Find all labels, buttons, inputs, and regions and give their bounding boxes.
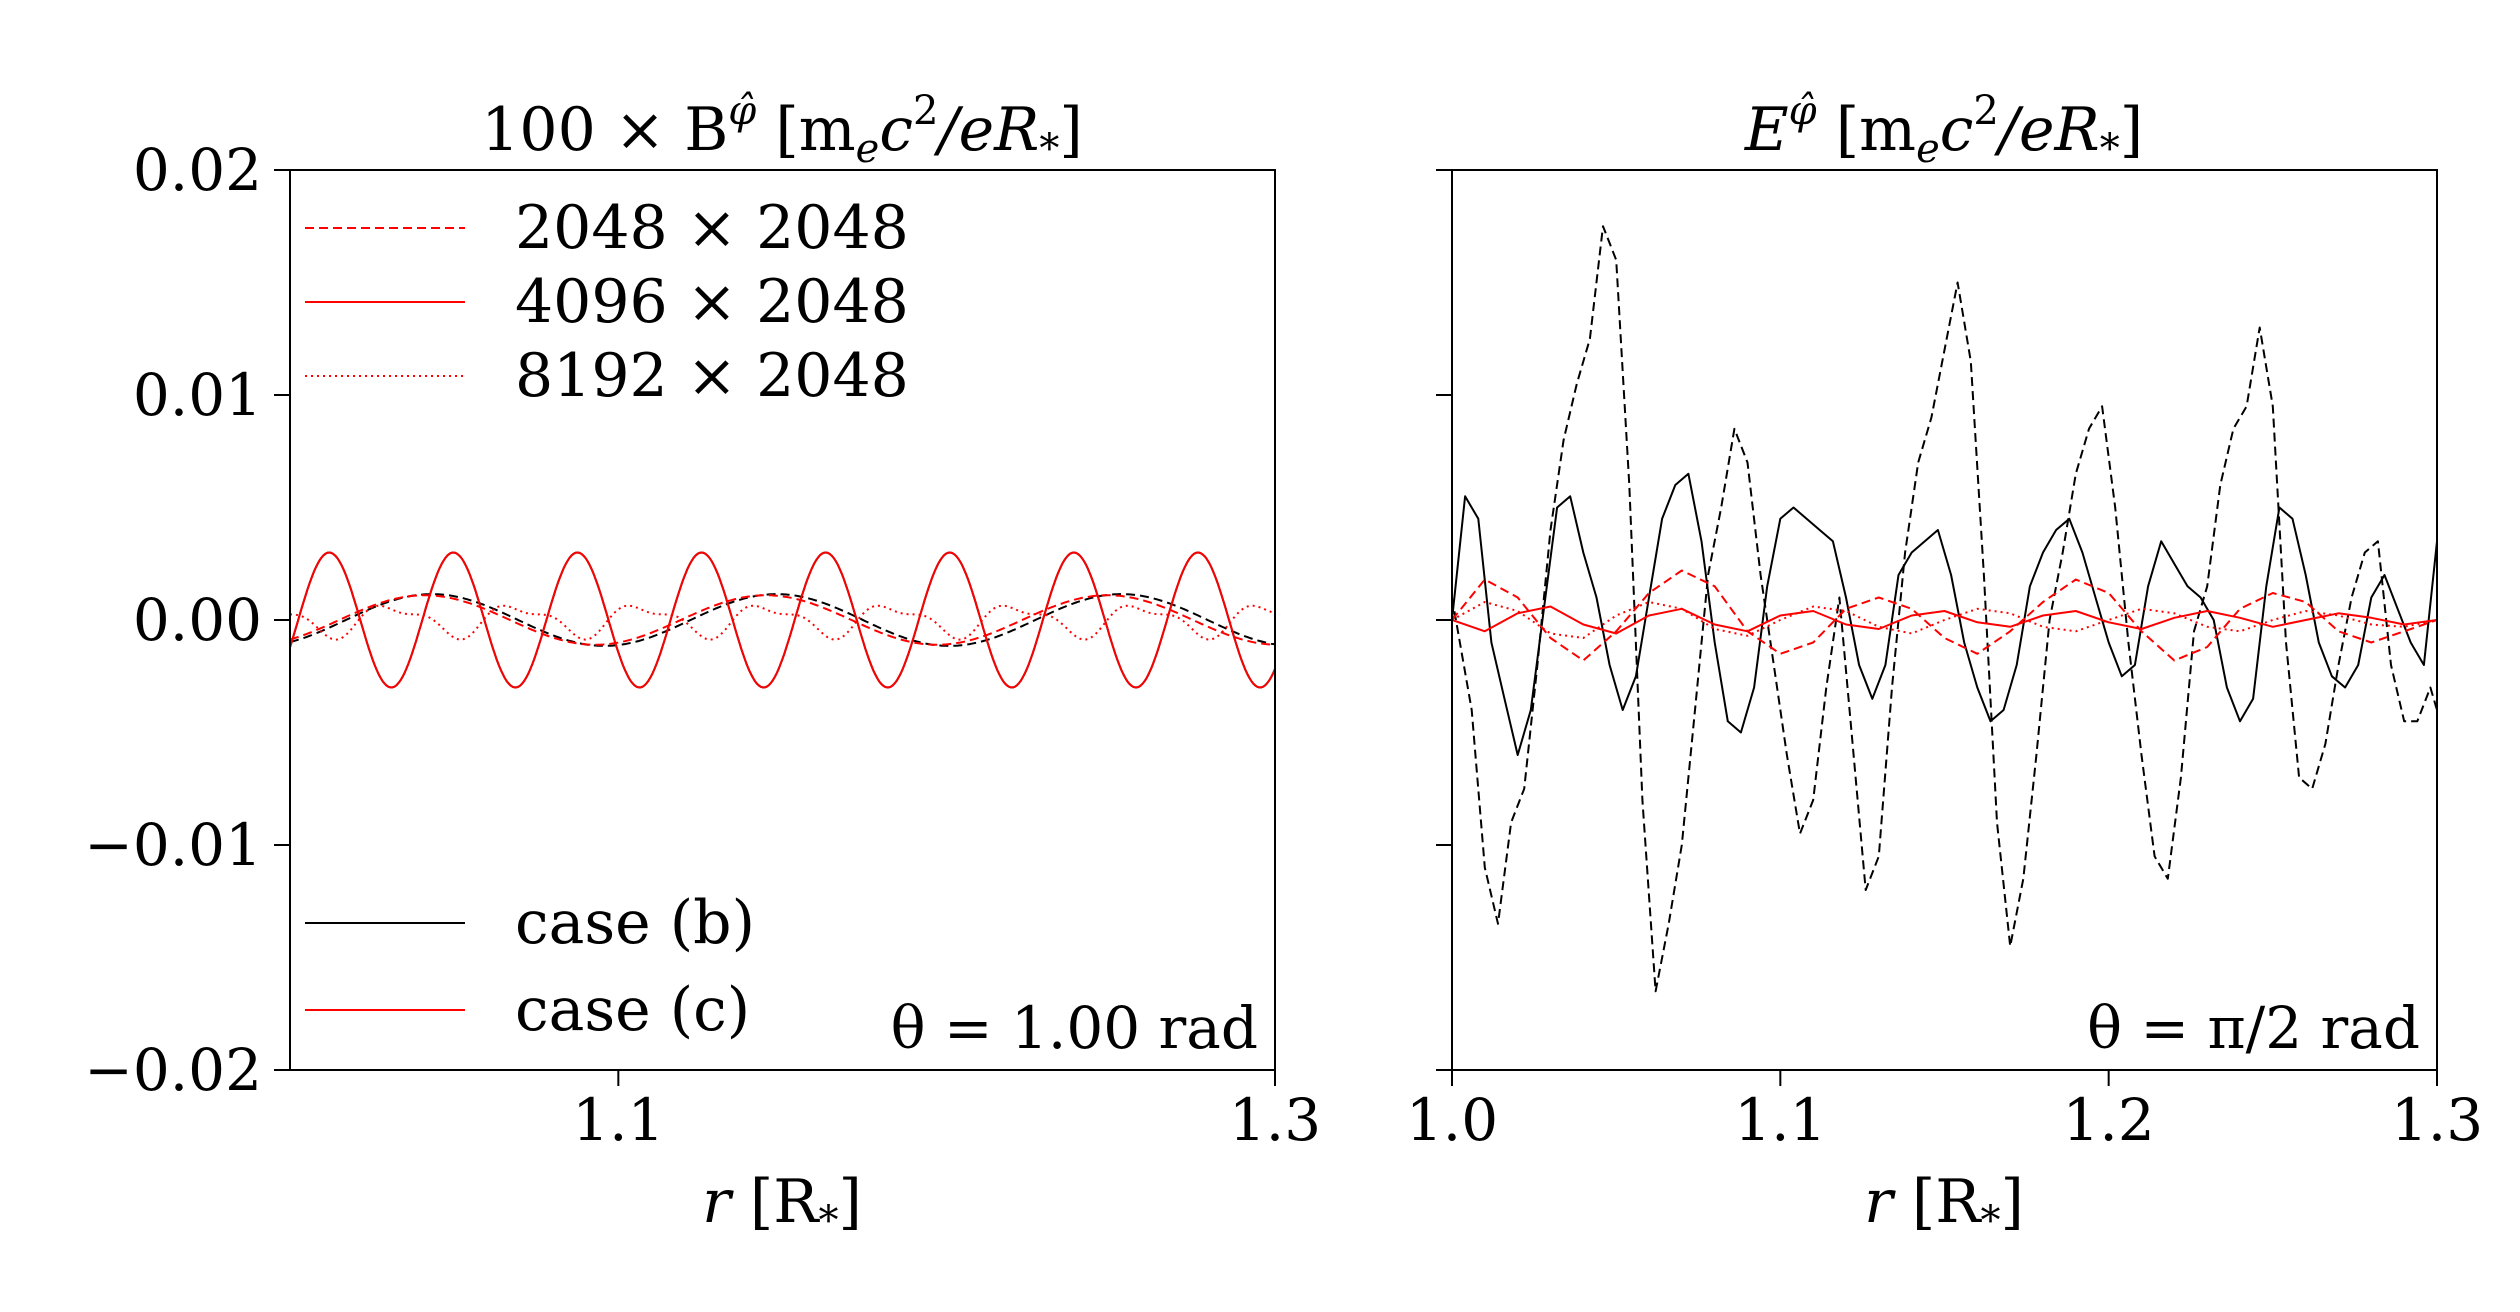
legend-label-8192: 8192 × 2048	[515, 341, 909, 411]
left-x-tick-label: 1.1	[572, 1086, 664, 1154]
right-series-case-b-4096	[1452, 472, 2437, 756]
left-series-case-c-4096	[290, 551, 1275, 689]
left-series-case-b-2048	[290, 593, 1275, 647]
left-x-axis-label: r [R*]	[702, 1167, 862, 1244]
left-y-tick-label: 0.00	[133, 586, 262, 654]
legend-label-2048: 2048 × 2048	[515, 193, 909, 263]
left-theta-annotation: θ = 1.00 rad	[891, 994, 1258, 1062]
right-series-case-c-4096	[1452, 605, 2437, 635]
left-y-tick-label: −0.02	[84, 1036, 262, 1104]
legend-label-4096: 4096 × 2048	[515, 267, 909, 337]
right-x-tick-label: 1.1	[1734, 1086, 1826, 1154]
right-x-axis-label: r [R*]	[1864, 1167, 2024, 1244]
right-series-case-b-2048	[1452, 225, 2437, 993]
left-title: 100 × Bφ̂ [mec2/eR*]	[481, 88, 1082, 172]
right-x-tick-label: 1.2	[2063, 1086, 2155, 1154]
left-y-axis: 0.02 0.01 0.00 −0.01 −0.02	[84, 136, 290, 1104]
right-series-case-c-8192	[1452, 601, 2437, 639]
right-series-case-c-2048	[1452, 569, 2437, 662]
left-series-group	[290, 551, 1275, 689]
left-y-tick-label: −0.01	[84, 811, 262, 879]
right-theta-annotation: θ = π/2 rad	[2087, 994, 2420, 1062]
left-series-case-c-8192	[290, 604, 1275, 641]
left-y-tick-label: 0.01	[133, 361, 262, 429]
legend-cases: case (b) case (c)	[305, 888, 755, 1045]
right-title: Eφ̂ [mec2/eR*]	[1744, 88, 2143, 172]
left-panel: 100 × Bφ̂ [mec2/eR*] 0.02 0.01 0.00 −0.01 −0…	[84, 88, 1321, 1244]
right-x-tick-label: 1.0	[1406, 1086, 1498, 1154]
left-x-axis: 1.1 1.3	[572, 1070, 1321, 1154]
legend-label-case-b: case (b)	[515, 888, 755, 958]
right-y-axis	[1436, 169, 1452, 1071]
left-x-tick-label: 1.3	[1229, 1086, 1321, 1154]
right-x-axis: 1.0 1.1 1.2 1.3	[1406, 1070, 2483, 1154]
legend-label-case-c: case (c)	[515, 975, 750, 1045]
right-series-group	[1452, 225, 2437, 993]
right-x-tick-label: 1.3	[2391, 1086, 2483, 1154]
legend-resolutions: 2048 × 2048 4096 × 2048 8192 × 2048	[305, 193, 909, 411]
right-panel: Eφ̂ [mec2/eR*] 1.0 1.1 1.2 1.3 θ = π/2 rad …	[1406, 88, 2483, 1244]
left-y-tick-label: 0.02	[133, 136, 262, 204]
left-series-case-c-2048	[290, 594, 1275, 646]
